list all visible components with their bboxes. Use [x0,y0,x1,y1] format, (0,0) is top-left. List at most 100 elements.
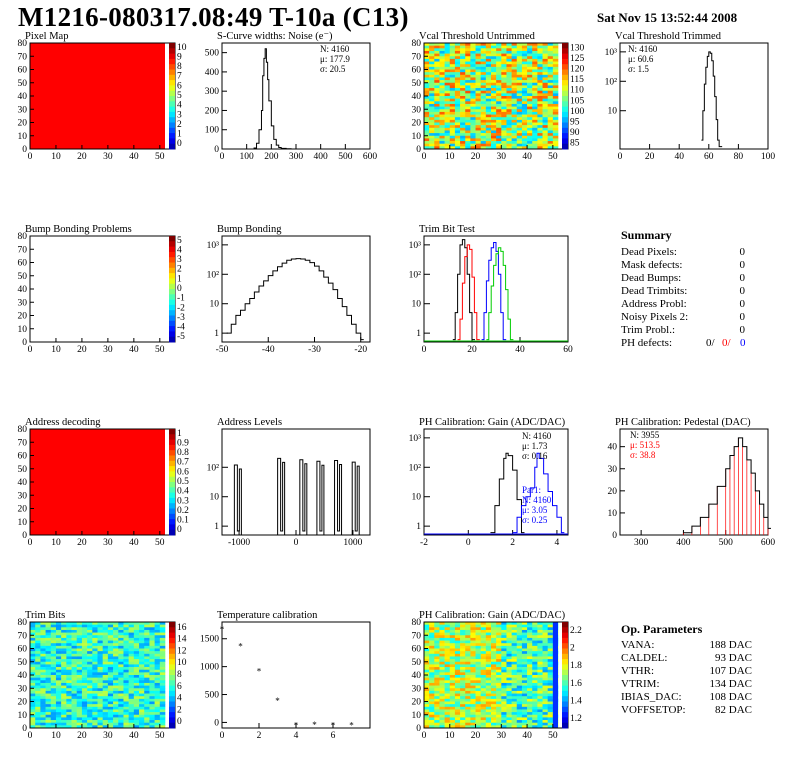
heatmap-cell [35,677,41,681]
colorbar-label: 16 [177,623,187,633]
heatmap-cell [149,725,155,729]
heatmap-cell [542,648,548,652]
heatmap-cell [50,640,57,644]
heatmap-cell [511,127,518,131]
heatmap-cell [527,675,533,678]
stat-line: σ: 0.25 [522,515,548,525]
heatmap-cell [491,672,497,676]
summary-label: Mask defects: [621,259,682,271]
heatmap-cell [128,624,135,628]
heatmap-cell [434,648,440,652]
heatmap-cell [81,714,88,718]
heatmap-cell [491,119,497,123]
heatmap-cell [128,722,135,726]
heatmap-cell [66,640,72,644]
heatmap-cell [491,637,497,641]
heatmap-cell [547,712,554,716]
heatmap-cell [475,56,481,60]
heatmap-cell [30,669,36,673]
heatmap-cell [449,77,456,81]
heatmap-cell [92,682,98,686]
heatmap-cell [547,701,554,705]
heatmap-cell [81,656,88,660]
heatmap-cell [439,627,445,631]
heatmap-cell [454,693,461,697]
heatmap-cell [149,659,155,663]
heatmap-cell [506,96,512,99]
colorbar-label: 110 [570,86,584,96]
heatmap-cell [92,688,98,692]
heatmap-cell [107,704,114,708]
heatmap-cell [424,133,430,137]
heatmap-cell [40,722,46,726]
heatmap-cell [61,706,67,710]
heatmap-cell [128,714,135,718]
heatmap-cell [454,122,461,126]
heatmap-cell [491,69,497,73]
heatmap-cell [144,725,150,729]
heatmap-cell [71,717,78,721]
heatmap-cell [81,696,88,700]
heatmap-cell [66,714,72,718]
heatmap-cell [66,653,72,657]
heatmap-cell [97,682,103,686]
y-tick-label: 10 [412,132,422,142]
heatmap-cell [532,61,538,65]
heatmap-cell [516,117,523,121]
heatmap-cell [537,127,543,131]
heatmap-cell [40,643,46,647]
heatmap-cell [480,690,487,694]
colorbar-label: 85 [570,139,580,149]
heatmap-cell [139,675,145,678]
heatmap-cell [485,45,492,49]
heatmap-cell [30,690,36,694]
heatmap-cell [449,653,456,657]
heatmap-cell [532,690,538,694]
heatmap-cell [454,717,461,721]
y-tick-label: 80 [412,39,422,49]
heatmap-cell [496,672,502,676]
heatmap-cell [154,627,161,631]
heatmap-cell [76,675,83,678]
heatmap-cell [542,688,548,692]
heatmap-cell [444,74,451,78]
colorbar-cell [562,675,568,681]
heatmap-cell [444,88,451,91]
heatmap-cell [61,680,67,684]
heatmap-cell [439,640,445,644]
heatmap-cell [444,629,451,633]
heatmap-cell [516,61,523,65]
heatmap-cell [516,69,523,73]
heatmap-cell [465,632,471,636]
heatmap-cell [521,127,528,131]
heatmap-cell [133,696,140,700]
heatmap-cell [449,693,456,697]
x-tick-label: -20 [354,345,367,355]
heatmap-cell [71,693,78,697]
heatmap-cell [154,720,161,723]
heatmap-cell [154,672,161,676]
x-tick-label: 0 [28,538,33,548]
heatmap-cell [501,706,507,710]
heatmap-cell [491,106,497,110]
heatmap-cell [506,722,512,726]
heatmap-cell [439,643,445,647]
stat-line: μ: 513.5 [630,440,660,450]
heatmap-cell [444,53,451,57]
heatmap-cell [532,141,538,144]
heatmap-cell [470,85,476,89]
heatmap-cell [434,93,440,97]
heatmap-cell [485,648,492,652]
heatmap-cell [521,667,528,670]
heatmap-cell [444,717,451,721]
colorbar-cell [562,143,568,150]
heatmap-cell [542,53,548,57]
heatmap-cell [144,722,150,726]
heatmap-cell [547,661,554,665]
heatmap-cell [516,627,523,631]
heatmap-cell [521,659,528,663]
heatmap-cell [449,122,456,126]
heatmap-cell [516,659,523,663]
heatmap-cell [506,101,512,105]
heatmap-cell [66,717,72,721]
